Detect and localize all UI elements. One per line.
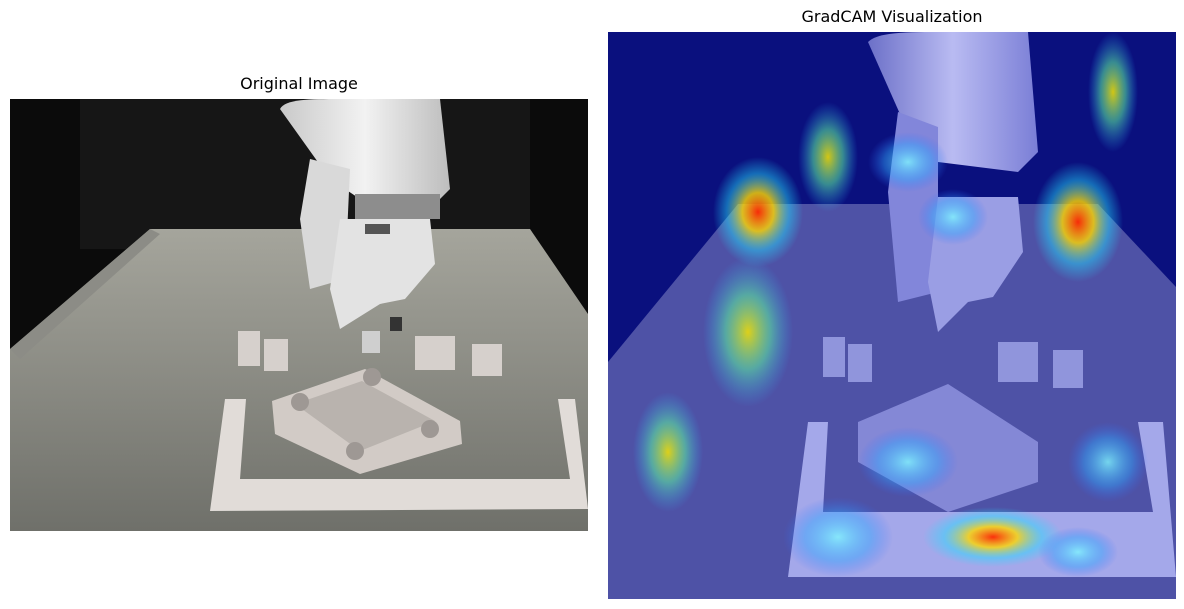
gradcam-visualization-image: [608, 32, 1176, 599]
original-image: [10, 99, 588, 531]
gradcam-visualization-title: GradCAM Visualization: [801, 7, 983, 26]
original-image-title: Original Image: [240, 74, 358, 93]
